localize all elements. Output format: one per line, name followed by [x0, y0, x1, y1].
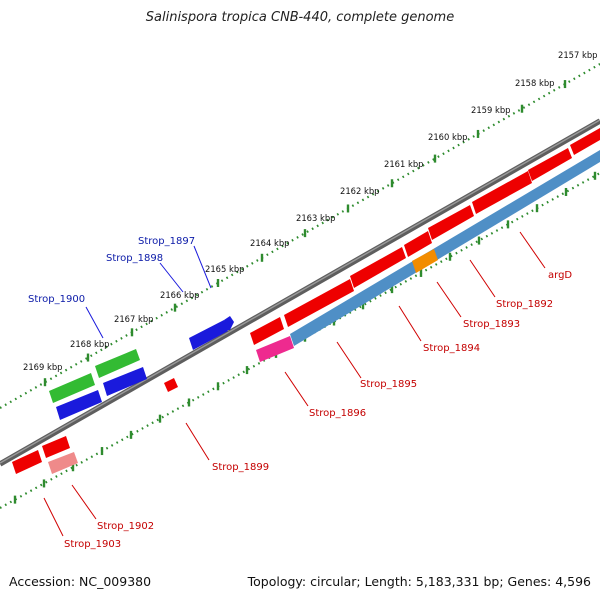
scale-label: 2168 kbp [70, 339, 109, 349]
scale-label: 2163 kbp [296, 213, 335, 223]
backbone-line [0, 118, 600, 467]
leader-strop-1902 [71, 484, 97, 520]
gene-blue-1 [189, 320, 228, 350]
gene-red-9 [42, 436, 70, 458]
gene-label-bottom: argD [548, 270, 572, 281]
gene-blue-3 [103, 367, 147, 396]
gene-label-bottom: Strop_1899 [212, 462, 269, 473]
scale-label: 2166 kbp [160, 290, 199, 300]
leader-strop-1896 [284, 371, 309, 407]
leader-strop-1898 [159, 262, 184, 293]
leader-strop-1895 [336, 341, 362, 379]
gene-red-8 [250, 317, 284, 345]
scale-label: 2162 kbp [340, 186, 379, 196]
gene-blue-4 [56, 390, 102, 420]
leader-strop-1892 [469, 259, 496, 298]
gene-red-small [164, 378, 178, 392]
gene-red-2 [528, 148, 572, 181]
genome-backbone [0, 118, 600, 467]
gene-label-top: Strop_1900 [28, 294, 85, 305]
cds-pink [48, 452, 78, 474]
gene-red-7 [284, 279, 354, 327]
gene-labels-top: Strop_1897 Strop_1898 Strop_1900 [28, 236, 195, 305]
gene-label-bottom: Strop_1894 [423, 343, 480, 354]
gene-label-bottom: Strop_1893 [463, 319, 520, 330]
gene-red-1 [570, 128, 600, 155]
gene-label-bottom: Strop_1895 [360, 379, 417, 390]
leader-argd [519, 231, 546, 269]
gene-label-bottom: Strop_1902 [97, 521, 154, 532]
gene-red-3 [472, 171, 532, 214]
leader-strop-1899 [185, 422, 210, 461]
bottom-leader-lines [43, 231, 546, 537]
scale-label: 2167 kbp [114, 314, 153, 324]
top-leader-lines [85, 245, 212, 339]
map-title: Salinispora tropica CNB-440, complete ge… [145, 10, 455, 25]
gene-label-top: Strop_1897 [138, 236, 195, 247]
genome-summary-text: Topology: circular; Length: 5,183,331 bp… [247, 574, 591, 589]
gene-label-bottom: Strop_1892 [496, 299, 553, 310]
gene-label-top: Strop_1898 [106, 253, 163, 264]
cds-steelblue-bar [290, 150, 600, 346]
ruler-top-dots [0, 63, 600, 409]
cds-orange [412, 249, 438, 273]
scale-label: 2158 kbp [515, 78, 554, 88]
scale-label: 2159 kbp [471, 105, 510, 115]
gene-red-10 [12, 450, 42, 474]
gene-green-1 [95, 349, 140, 378]
gene-red-6 [350, 247, 406, 288]
scale-label: 2164 kbp [250, 238, 289, 248]
gene-red-4 [428, 205, 474, 240]
scale-labels: 2157 kbp 2158 kbp 2159 kbp 2160 kbp 2161 kbp… [23, 50, 597, 372]
gene-labels-bottom: argD Strop_1892 Strop_1893 Strop_1894 Strop_… [64, 270, 572, 550]
gene-label-bottom: Strop_1903 [64, 539, 121, 550]
gene-blue-2 [224, 316, 234, 330]
scale-label: 2157 kbp [558, 50, 597, 60]
scale-label: 2160 kbp [428, 132, 467, 142]
leader-strop-1894 [398, 305, 422, 342]
leader-strop-1893 [436, 281, 462, 318]
backbone-highlight [0, 119, 600, 464]
scale-label: 2169 kbp [23, 362, 62, 372]
leader-strop-1900 [85, 306, 104, 339]
accession-text: Accession: NC_009380 [9, 574, 152, 589]
leader-strop-1897 [193, 245, 212, 289]
cds-magenta [256, 336, 294, 362]
ruler-top-ticks [43, 80, 567, 387]
scale-label: 2161 kbp [384, 159, 423, 169]
leader-strop-1903 [43, 497, 64, 537]
gene-label-bottom: Strop_1896 [309, 408, 366, 419]
gene-red-5 [404, 231, 432, 257]
ruler-top [0, 63, 600, 409]
gene-green-2 [49, 373, 95, 403]
gene-features [12, 128, 600, 474]
scale-label: 2165 kbp [205, 264, 244, 274]
